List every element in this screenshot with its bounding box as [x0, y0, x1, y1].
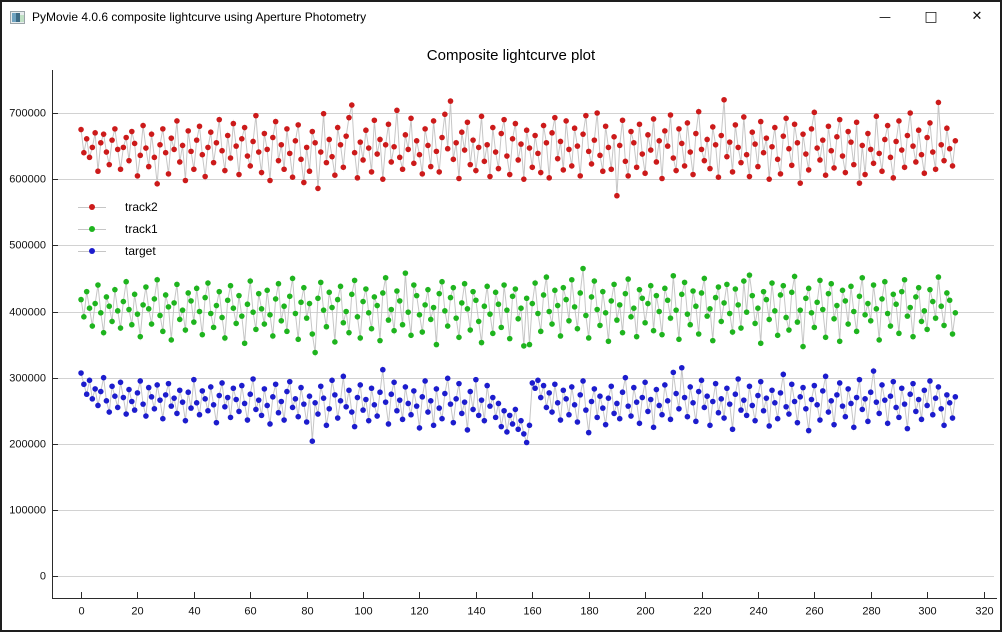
- legend-sample-track1: [78, 225, 106, 233]
- legend-sample-target: [78, 247, 106, 255]
- legend-marker-track2-icon: [89, 204, 95, 210]
- legend-sample-track2: [78, 203, 106, 211]
- window-controls: — □ ✕: [862, 2, 1000, 32]
- legend-item-target: target: [78, 240, 158, 262]
- plot-area: Composite lightcurve plot track2 track1 …: [2, 32, 1000, 630]
- legend-marker-target-icon: [89, 248, 95, 254]
- legend-item-track1: track1: [78, 218, 158, 240]
- legend-label-track1: track1: [125, 222, 158, 236]
- legend-label-track2: track2: [125, 200, 158, 214]
- legend-label-target: target: [125, 244, 156, 258]
- legend-item-track2: track2: [78, 196, 158, 218]
- maximize-button[interactable]: □: [908, 2, 954, 32]
- titlebar[interactable]: PyMovie 4.0.6 composite lightcurve using…: [2, 2, 1000, 32]
- chart-title: Composite lightcurve plot: [426, 47, 596, 64]
- legend-marker-track1-icon: [89, 226, 95, 232]
- legend: track2 track1 target: [78, 196, 158, 262]
- window-title: PyMovie 4.0.6 composite lightcurve using…: [32, 10, 367, 24]
- lightcurve-plot-canvas[interactable]: [2, 32, 1000, 630]
- close-button[interactable]: ✕: [954, 2, 1000, 32]
- app-icon: [10, 10, 25, 24]
- minimize-button[interactable]: —: [862, 2, 908, 32]
